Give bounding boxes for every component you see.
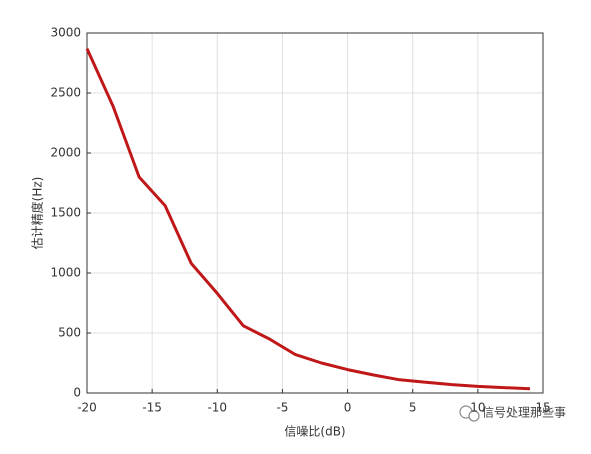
x-tick-label: 5 [409, 401, 417, 415]
data [85, 47, 531, 391]
y-tick-label: 1000 [50, 266, 81, 280]
x-tick-label: 0 [344, 401, 352, 415]
x-tick-label: -20 [77, 401, 97, 415]
watermark: 信号处理那些事 [482, 406, 566, 420]
x-axis-label: 信噪比(dB) [284, 425, 345, 439]
grid [86, 32, 544, 394]
y-tick-label: 3000 [50, 26, 81, 40]
y-tick-label: 2000 [50, 146, 81, 160]
x-tick-label: -5 [276, 401, 288, 415]
x-tick-label: -10 [207, 401, 227, 415]
y-axis-label: 估计精度(Hz) [30, 177, 45, 250]
y-tick-label: 0 [73, 386, 81, 400]
y-tick-label: 500 [58, 326, 81, 340]
y-tick-label: 2500 [50, 86, 81, 100]
x-tick-label: -15 [142, 401, 162, 415]
y-tick-label: 1500 [50, 206, 81, 220]
x-tick-label: 15 [535, 401, 550, 415]
x-tick-label: 10 [470, 401, 485, 415]
watermark-icon [459, 405, 480, 422]
line-series [85, 47, 531, 391]
